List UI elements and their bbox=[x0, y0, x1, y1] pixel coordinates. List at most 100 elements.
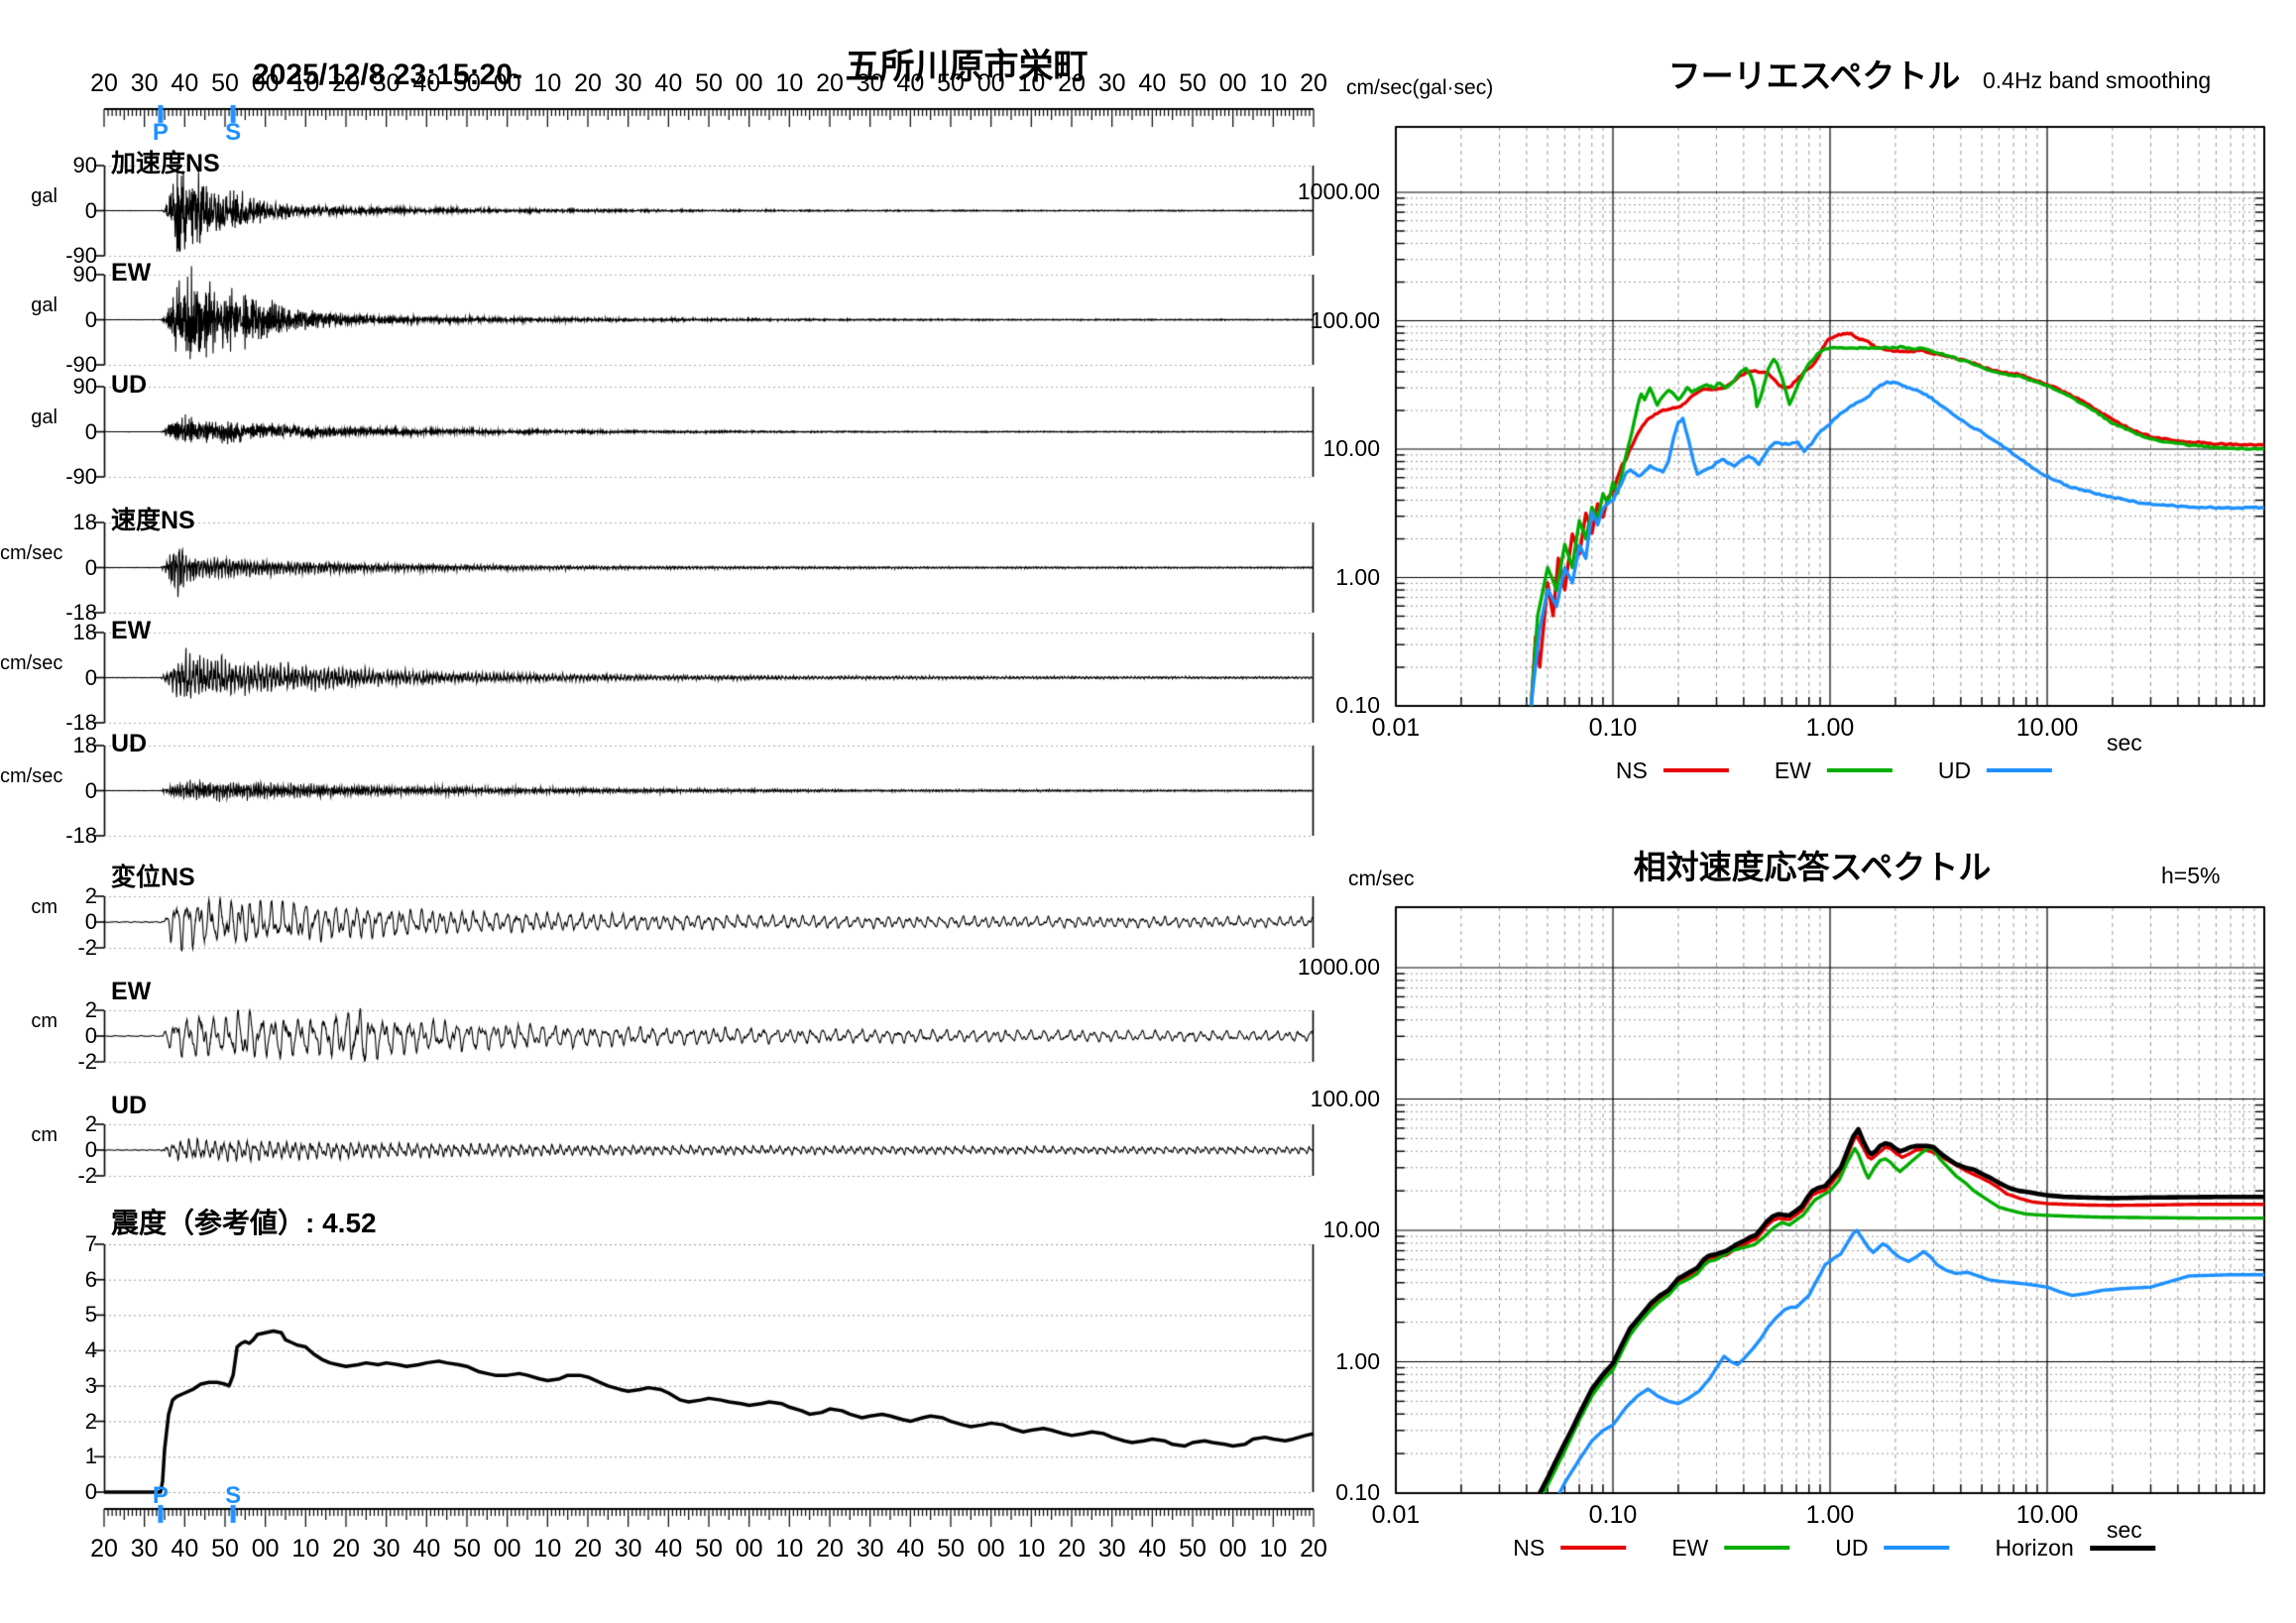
ruler-tick-label-bottom: 10 bbox=[291, 1535, 320, 1563]
intensity-ytick-label: 7 bbox=[84, 1231, 97, 1256]
trace-ymin-label: -90 bbox=[65, 243, 97, 268]
ruler-tick-label-bottom: 40 bbox=[412, 1535, 441, 1563]
response-xtick-label: 0.10 bbox=[1588, 1501, 1638, 1529]
intensity-ytick-label: 1 bbox=[84, 1444, 97, 1469]
trace-ymax-label: 18 bbox=[72, 510, 97, 534]
fourier-ytick-label: 0.10 bbox=[1335, 692, 1380, 718]
intensity-ytick-label: 2 bbox=[84, 1408, 97, 1434]
s-marker-label: S bbox=[225, 119, 242, 146]
trace-label: 加速度NS bbox=[111, 150, 220, 177]
ruler-tick-label-top: 00 bbox=[735, 69, 763, 97]
fourier-x-unit-label: sec bbox=[2107, 730, 2142, 755]
ruler-tick-label-top: 30 bbox=[856, 69, 884, 97]
trace-ymax-label: 2 bbox=[84, 1111, 97, 1136]
ruler-tick-label-bottom: 20 bbox=[1300, 1535, 1327, 1563]
intensity-ytick-label: 6 bbox=[84, 1266, 97, 1292]
ruler-tick-label-bottom: 50 bbox=[1179, 1535, 1206, 1563]
fourier-y-unit-label: cm/sec(gal·sec) bbox=[1346, 76, 1494, 99]
ruler-tick-label-bottom: 40 bbox=[654, 1535, 683, 1563]
trace-label: EW bbox=[111, 259, 152, 287]
trace-zero-label: 0 bbox=[84, 777, 97, 803]
p-marker-label: P bbox=[152, 119, 169, 146]
ruler-tick-label-top: 00 bbox=[1218, 69, 1247, 97]
fourier-ytick-label: 10.00 bbox=[1322, 435, 1380, 461]
response-legend-item: EW bbox=[1671, 1535, 1790, 1561]
trace-ymin-label: -18 bbox=[65, 823, 97, 848]
fourier-ytick-label: 100.00 bbox=[1310, 306, 1380, 333]
fourier-title: フーリエスペクトル bbox=[1667, 58, 1961, 94]
response-xtick-label: 0.01 bbox=[1371, 1501, 1421, 1529]
legend-label: EW bbox=[1774, 757, 1811, 783]
ruler-tick-label-top: 40 bbox=[171, 69, 199, 97]
ruler-tick-label-top: 30 bbox=[372, 69, 401, 97]
trace-zero-label: 0 bbox=[84, 1023, 97, 1048]
trace-label: 速度NS bbox=[111, 507, 195, 534]
response-title: 相対速度応答スペクトル bbox=[1633, 849, 1992, 885]
trace-ymax-label: 18 bbox=[72, 733, 97, 757]
response-xtick-label: 1.00 bbox=[1805, 1501, 1855, 1529]
ruler-tick-label-top: 30 bbox=[1097, 69, 1126, 97]
ruler-tick-label-top: 20 bbox=[1058, 69, 1086, 97]
legend-color-swatch bbox=[1560, 1546, 1627, 1550]
trace-label: 変位NS bbox=[111, 864, 195, 891]
trace-zero-label: 0 bbox=[84, 418, 97, 444]
fourier-xtick-label: 1.00 bbox=[1805, 714, 1855, 742]
ruler-tick-label-top: 50 bbox=[695, 69, 723, 97]
trace-ymax-label: 2 bbox=[84, 997, 97, 1022]
response-damping-note: h=5% bbox=[2161, 863, 2221, 888]
trace-ymin-label: -18 bbox=[65, 710, 97, 735]
s-marker-label: S bbox=[225, 1482, 242, 1509]
ruler-tick-label-bottom: 50 bbox=[453, 1535, 481, 1563]
fourier-legend-item: UD bbox=[1937, 757, 2053, 783]
ruler-tick-label-bottom: 30 bbox=[856, 1535, 884, 1563]
trace-zero-label: 0 bbox=[84, 1137, 97, 1162]
ruler-tick-label-bottom: 50 bbox=[211, 1535, 239, 1563]
ruler-tick-label-bottom: 40 bbox=[896, 1535, 925, 1563]
ruler-tick-label-bottom: 50 bbox=[695, 1535, 723, 1563]
trace-label: UD bbox=[111, 1092, 148, 1119]
trace-ymin-label: -90 bbox=[65, 352, 97, 377]
trace-unit-label: cm/sec bbox=[0, 541, 63, 564]
ruler-tick-label-top: 10 bbox=[775, 69, 804, 97]
trace-unit-label: gal bbox=[31, 406, 57, 428]
trace-label: UD bbox=[111, 371, 148, 399]
ruler-tick-label-bottom: 30 bbox=[372, 1535, 401, 1563]
ruler-tick-label-top: 20 bbox=[90, 69, 118, 97]
legend-label: UD bbox=[1937, 757, 1972, 783]
ruler-tick-label-top: 00 bbox=[976, 69, 1005, 97]
response-ytick-label: 1.00 bbox=[1335, 1347, 1380, 1374]
intensity-ytick-label: 5 bbox=[84, 1302, 97, 1328]
ruler-tick-label-top: 00 bbox=[493, 69, 521, 97]
legend-label: Horizon bbox=[1995, 1535, 2074, 1561]
legend-label: NS bbox=[1615, 757, 1648, 783]
ruler-tick-label-top: 20 bbox=[332, 69, 360, 97]
ruler-tick-label-bottom: 30 bbox=[614, 1535, 642, 1563]
trace-ymin-label: -90 bbox=[65, 464, 97, 489]
response-ytick-label: 10.00 bbox=[1322, 1217, 1380, 1242]
trace-zero-label: 0 bbox=[84, 306, 97, 332]
trace-ymax-label: 90 bbox=[72, 262, 97, 287]
ruler-tick-label-bottom: 20 bbox=[1058, 1535, 1086, 1563]
fourier-xtick-label: 0.10 bbox=[1588, 714, 1638, 742]
ruler-tick-label-bottom: 50 bbox=[937, 1535, 965, 1563]
response-y-unit-label: cm/sec bbox=[1348, 868, 1415, 890]
ruler-tick-label-bottom: 20 bbox=[816, 1535, 844, 1563]
ruler-tick-label-bottom: 20 bbox=[332, 1535, 360, 1563]
response-ytick-label: 1000.00 bbox=[1297, 954, 1380, 980]
legend-label: EW bbox=[1671, 1535, 1709, 1561]
response-x-unit-label: sec bbox=[2107, 1517, 2142, 1543]
intensity-title: 震度（参考値）: 4.52 bbox=[111, 1208, 377, 1238]
ruler-tick-label-bottom: 30 bbox=[1097, 1535, 1126, 1563]
fourier-ytick-label: 1.00 bbox=[1335, 563, 1380, 590]
trace-ymax-label: 18 bbox=[72, 620, 97, 644]
legend-label: NS bbox=[1513, 1535, 1546, 1561]
ruler-tick-label-bottom: 10 bbox=[1017, 1535, 1046, 1563]
ruler-tick-label-top: 50 bbox=[453, 69, 481, 97]
ruler-tick-label-top: 10 bbox=[291, 69, 320, 97]
ruler-tick-label-top: 40 bbox=[412, 69, 441, 97]
ruler-tick-label-bottom: 20 bbox=[574, 1535, 602, 1563]
response-legend: NS EW UD Horizon bbox=[1513, 1535, 2155, 1561]
trace-label: EW bbox=[111, 978, 152, 1005]
station-title: 五所川原市栄町 bbox=[845, 48, 1089, 86]
record-datetime: 2025/12/8 23:15:20- bbox=[253, 58, 522, 91]
